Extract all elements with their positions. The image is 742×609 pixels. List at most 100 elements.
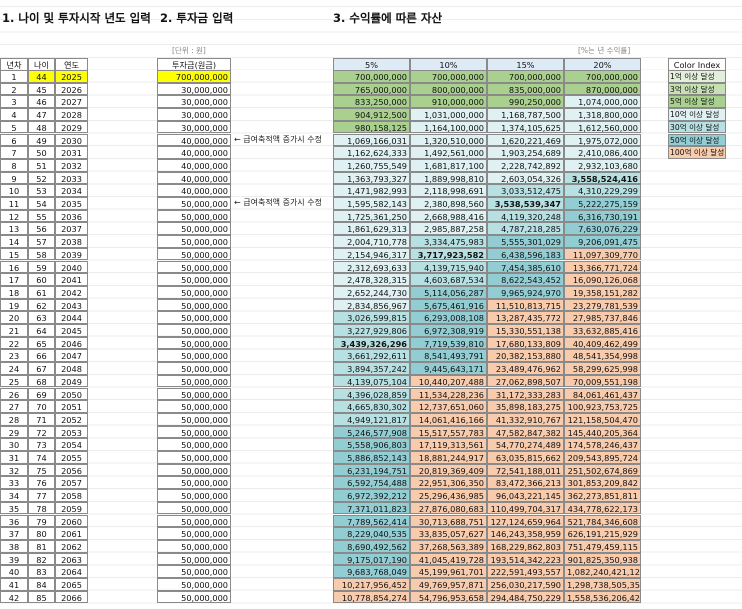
legend-item: 3억 이상 달성: [668, 82, 726, 96]
cell: 19: [0, 298, 28, 312]
cell: 46: [28, 95, 55, 109]
value-cell: 4,603,687,534: [410, 273, 487, 286]
cell: 65: [28, 336, 55, 350]
value-cell: 700,000,000: [333, 70, 410, 83]
cell: 2045: [55, 324, 88, 337]
value-cell: 17,680,133,809: [487, 336, 564, 350]
value-cell: 1,082,240,421,126: [564, 565, 641, 578]
value-cell: 1,681,817,100: [410, 158, 487, 172]
cell: 2037: [55, 222, 88, 236]
value-cell: 4,396,028,859: [333, 387, 410, 401]
cell: 33: [0, 476, 28, 490]
cell: 2026: [55, 82, 88, 96]
value-cell: 27,985,737,846: [564, 311, 641, 324]
value-cell: 870,000,000: [564, 82, 641, 96]
value-cell: 8,541,493,791: [410, 349, 487, 363]
value-cell: 434,778,622,173: [564, 501, 641, 515]
value-cell: 3,894,357,242: [333, 362, 410, 375]
cell: 64: [28, 324, 55, 337]
value-cell: 2,154,946,317: [333, 247, 410, 261]
cell: 4: [0, 108, 28, 121]
cell: 40,000,000: [157, 133, 231, 147]
cell: 63: [28, 311, 55, 324]
value-cell: 5,558,906,803: [333, 438, 410, 451]
value-cell: 5,886,852,143: [333, 451, 410, 464]
cell: 50,000,000: [157, 273, 231, 286]
column-header: 15%: [487, 58, 564, 71]
cell: 2062: [55, 539, 88, 553]
cell: 68: [28, 374, 55, 388]
value-cell: 8,229,040,535: [333, 527, 410, 540]
legend-item: 50억 이상 달성: [668, 133, 726, 147]
cell: 1: [0, 70, 28, 83]
value-cell: 10,217,956,452: [333, 578, 410, 591]
value-cell: 1,492,561,000: [410, 146, 487, 159]
legend-item: 1억 이상 달성: [668, 70, 726, 83]
value-cell: 41,045,419,728: [410, 552, 487, 566]
value-cell: 6,592,754,488: [333, 476, 410, 490]
value-cell: 1,471,982,993: [333, 184, 410, 197]
cell: 50,000,000: [157, 438, 231, 451]
cell: 35: [0, 501, 28, 515]
cell: 2051: [55, 400, 88, 413]
cell: 50,000,000: [157, 578, 231, 591]
value-cell: 16,090,126,068: [564, 273, 641, 286]
value-cell: 901,825,350,938: [564, 552, 641, 566]
column-header: 10%: [410, 58, 487, 71]
value-cell: 4,310,229,299: [564, 184, 641, 197]
cell: 2034: [55, 184, 88, 197]
value-cell: 20,382,153,880: [487, 349, 564, 363]
cell: 2031: [55, 146, 88, 159]
value-cell: 1,861,629,313: [333, 222, 410, 236]
cell: 85: [28, 590, 55, 604]
cell: 2041: [55, 273, 88, 286]
cell: 9: [0, 171, 28, 185]
section-title: 2. 투자금 입력: [160, 11, 234, 25]
value-cell: 2,118,998,691: [410, 184, 487, 197]
value-cell: 9,965,924,970: [487, 285, 564, 299]
legend-item: 100억 이상 달성: [668, 146, 726, 159]
cell: 14: [0, 235, 28, 248]
value-cell: 2,652,244,730: [333, 285, 410, 299]
cell: 61: [28, 285, 55, 299]
value-cell: 174,578,246,437: [564, 438, 641, 451]
value-cell: 6,972,308,919: [410, 324, 487, 337]
cell: 54: [28, 197, 55, 210]
cell: 50,000,000: [157, 311, 231, 324]
cell: 52: [28, 171, 55, 185]
value-cell: 18,881,244,917: [410, 451, 487, 464]
value-cell: 800,000,000: [410, 82, 487, 96]
value-cell: 5,222,275,159: [564, 197, 641, 210]
cell: 2048: [55, 362, 88, 375]
value-cell: 9,683,768,049: [333, 565, 410, 578]
value-cell: 35,898,183,275: [487, 400, 564, 413]
cell: 50,000,000: [157, 387, 231, 401]
value-cell: 833,250,000: [333, 95, 410, 109]
cell: 24: [0, 362, 28, 375]
cell: 50,000,000: [157, 412, 231, 426]
rate-note: [%는 년 수익률]: [578, 46, 631, 55]
cell: 2044: [55, 311, 88, 324]
value-cell: 4,139,715,940: [410, 260, 487, 274]
cell: 2039: [55, 247, 88, 261]
value-cell: 904,912,500: [333, 108, 410, 121]
cell: 49: [28, 133, 55, 147]
value-cell: 4,949,121,817: [333, 412, 410, 426]
cell: 12: [0, 209, 28, 223]
value-cell: 765,000,000: [333, 82, 410, 96]
value-cell: 33,835,057,627: [410, 527, 487, 540]
cell: 50,000,000: [157, 539, 231, 553]
cell: 56: [28, 222, 55, 236]
cell: 11: [0, 197, 28, 210]
value-cell: 27,876,080,683: [410, 501, 487, 515]
value-cell: 3,717,923,582: [410, 247, 487, 261]
value-cell: 3,334,475,983: [410, 235, 487, 248]
cell: 2: [0, 82, 28, 96]
cell: 50,000,000: [157, 451, 231, 464]
value-cell: 980,158,125: [333, 120, 410, 134]
cell: 2065: [55, 578, 88, 591]
cell: 22: [0, 336, 28, 350]
cell: 23: [0, 349, 28, 363]
cell: 50: [28, 146, 55, 159]
